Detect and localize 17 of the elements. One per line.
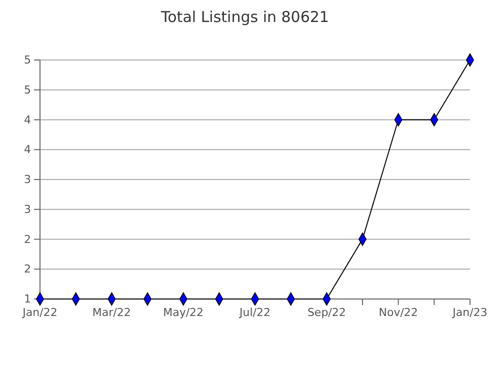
y-tick-label: 4: [24, 113, 31, 126]
chart-title: Total Listings in 80621: [160, 8, 329, 26]
y-tick-label: 2: [24, 262, 31, 276]
y-tick-label: 5: [24, 83, 31, 96]
y-tick-label: 3: [24, 202, 31, 216]
x-tick-label: Jan/22: [22, 306, 58, 319]
x-tick-label: Jan/23: [452, 306, 488, 319]
x-tick-label: Nov/22: [378, 306, 418, 319]
x-tick-label: May/22: [163, 306, 204, 319]
y-tick-label: 2: [24, 232, 31, 246]
x-tick-label: Sep/22: [307, 306, 346, 319]
x-tick-label: Mar/22: [92, 306, 131, 319]
y-tick-label: 3: [24, 173, 31, 186]
y-tick-label: 1: [24, 292, 31, 306]
x-tick-label: Jul/22: [238, 306, 270, 319]
y-tick-label: 5: [24, 54, 31, 67]
y-tick-label: 4: [24, 143, 31, 156]
